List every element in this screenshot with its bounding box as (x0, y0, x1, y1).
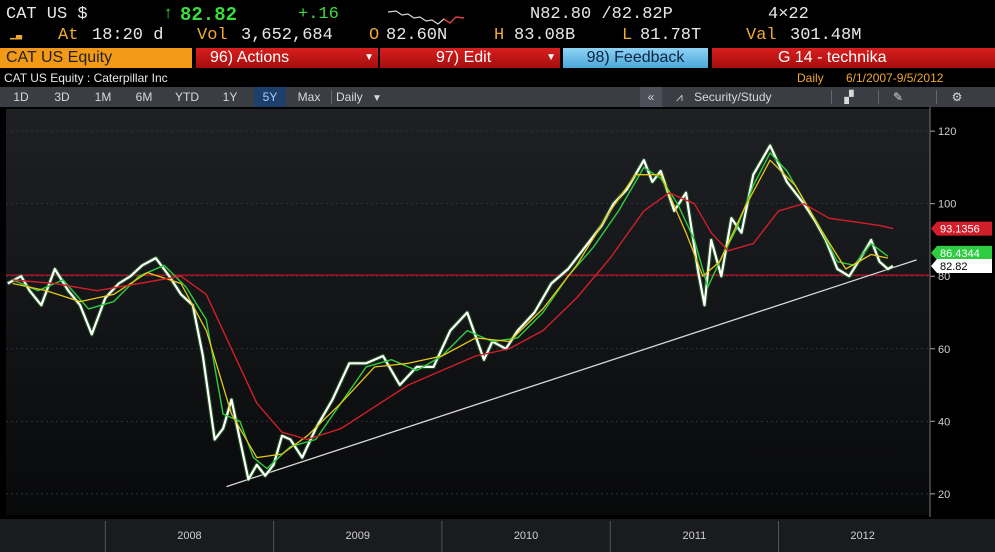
tab-1d[interactable]: 1D (13, 90, 29, 104)
price-change: +.16 (298, 5, 339, 24)
last-price: 82.82 (180, 4, 238, 26)
y-tick-label-20: 20 (938, 489, 950, 501)
tab-1y[interactable]: 1Y (222, 90, 238, 104)
low-label: L (622, 26, 633, 45)
tab-5y[interactable]: 5Y (254, 87, 286, 107)
traded-value: 301.48M (790, 26, 862, 45)
at-label: At (58, 26, 79, 45)
chevron-down-icon: ▼ (546, 52, 556, 63)
high-price: 83.08B (514, 26, 576, 45)
grid (6, 130, 930, 495)
chart-icon: ▁▃ (10, 30, 23, 41)
price-marker-tag-1 (931, 245, 992, 260)
ticker: CAT US $ (6, 5, 88, 24)
price-marker-0: 93.1356 (931, 221, 992, 236)
tab-ytd[interactable]: YTD (175, 90, 199, 104)
feedback-button[interactable]: 98) Feedback (563, 48, 708, 68)
price-marker-label-2: 82.82 (940, 261, 968, 273)
annotation-icon[interactable]: ▞ (844, 90, 854, 104)
tab-max[interactable]: Max (297, 90, 321, 104)
draw-tool-icon[interactable]: ✎ (892, 90, 904, 104)
series-group (6, 143, 895, 482)
page-title: G 14 - technika (712, 48, 995, 68)
x-tick-label-2009: 2009 (346, 530, 370, 542)
high-label: H (494, 26, 505, 45)
actions-label: 96) Actions (210, 49, 290, 66)
menu-bar: CAT US Equity 96) Actions ▼ 97) Edit ▼ 9… (0, 47, 995, 69)
x-tick-label-2012: 2012 (850, 530, 874, 542)
collapse-button[interactable]: « (640, 87, 662, 107)
price-marker-1: 86.4344 (931, 245, 992, 260)
security-name: CAT US Equity : Caterpillar Inc (4, 71, 168, 85)
last-time: 18:20 d (92, 26, 164, 45)
gear-icon[interactable]: ⚙ (951, 90, 963, 104)
y-tick-label-60: 60 (938, 344, 950, 356)
actions-menu[interactable]: 96) Actions ▼ (196, 48, 378, 68)
tab-6m[interactable]: 6M (135, 90, 153, 104)
y-tick-label-80: 80 (938, 271, 950, 283)
price-marker-label-1: 86.4344 (940, 248, 980, 260)
series-line-price (7, 144, 894, 481)
bid-ask-size: 4×22 (768, 5, 809, 24)
x-axis-band (0, 519, 995, 552)
up-arrow-icon: ↑ (163, 5, 174, 24)
series-line-ma_mid (12, 159, 889, 459)
volume: 3,652,684 (241, 26, 333, 45)
y-axis: 20 40 60 80 100 120 (929, 107, 956, 517)
chevron-down-icon: ▼ (372, 93, 382, 104)
divider (831, 90, 832, 104)
chevron-down-icon: ▼ (364, 52, 374, 63)
quote-line-2: ▁▃ At 18:20 d Vol 3,652,684 O 82.60N H 8… (0, 25, 995, 47)
series-line-ma_fast (12, 152, 889, 470)
edit-menu[interactable]: 97) Edit ▼ (380, 48, 560, 68)
quote-line-1: CAT US $ ↑ 82.82 +.16 N82.80 /82.82P 4×2… (0, 4, 995, 26)
price-marker-tag-0 (931, 221, 992, 236)
open-label: O (369, 26, 380, 45)
tab-3d[interactable]: 3D (54, 90, 70, 104)
security-study-button[interactable]: ⩘ Security/Study (676, 87, 824, 107)
x-tick-label-2010: 2010 (514, 530, 538, 542)
low-price: 81.78T (640, 26, 702, 45)
sparkline (388, 6, 468, 26)
date-range: 6/1/2007-9/5/2012 (846, 71, 944, 85)
divider (331, 90, 332, 104)
security-study-label: Security/Study (694, 90, 772, 104)
range-toolbar: 1D 3D 1M 6M YTD 1Y 5Y Max Daily ▼ « ⩘ Se… (0, 87, 995, 107)
subheader: CAT US Equity : Caterpillar Inc Daily 6/… (0, 70, 995, 86)
edit-label: 97) Edit (436, 49, 492, 66)
trendline-group (226, 259, 917, 488)
value-label: Val (746, 26, 777, 45)
y-tick-label-100: 100 (938, 199, 956, 211)
x-axis: 200720082009201020112012 (104, 521, 875, 552)
period-label: Daily (797, 71, 824, 85)
y-tick-label-40: 40 (938, 416, 950, 428)
bid-ask: N82.80 /82.82P (530, 5, 673, 24)
trendline (226, 259, 917, 488)
series-line-ma_slow (12, 192, 894, 441)
tab-1m[interactable]: 1M (94, 90, 112, 104)
y-tick-label-120: 120 (938, 126, 956, 138)
price-marker-2: 82.82 (931, 258, 992, 273)
divider (878, 90, 879, 104)
divider (936, 90, 937, 104)
x-tick-label-2011: 2011 (683, 530, 707, 542)
price-marker-label-0: 93.1356 (940, 224, 980, 236)
open-price: 82.60N (386, 26, 448, 45)
frequency-label: Daily (336, 90, 363, 104)
price-marker-tag-2 (931, 258, 992, 273)
frequency-dropdown[interactable]: Daily ▼ (336, 87, 398, 107)
line-chart-icon: ⩘ (676, 90, 683, 104)
security-field[interactable]: CAT US Equity (0, 48, 192, 68)
vol-label: Vol (197, 26, 228, 45)
x-tick-label-2008: 2008 (177, 530, 201, 542)
